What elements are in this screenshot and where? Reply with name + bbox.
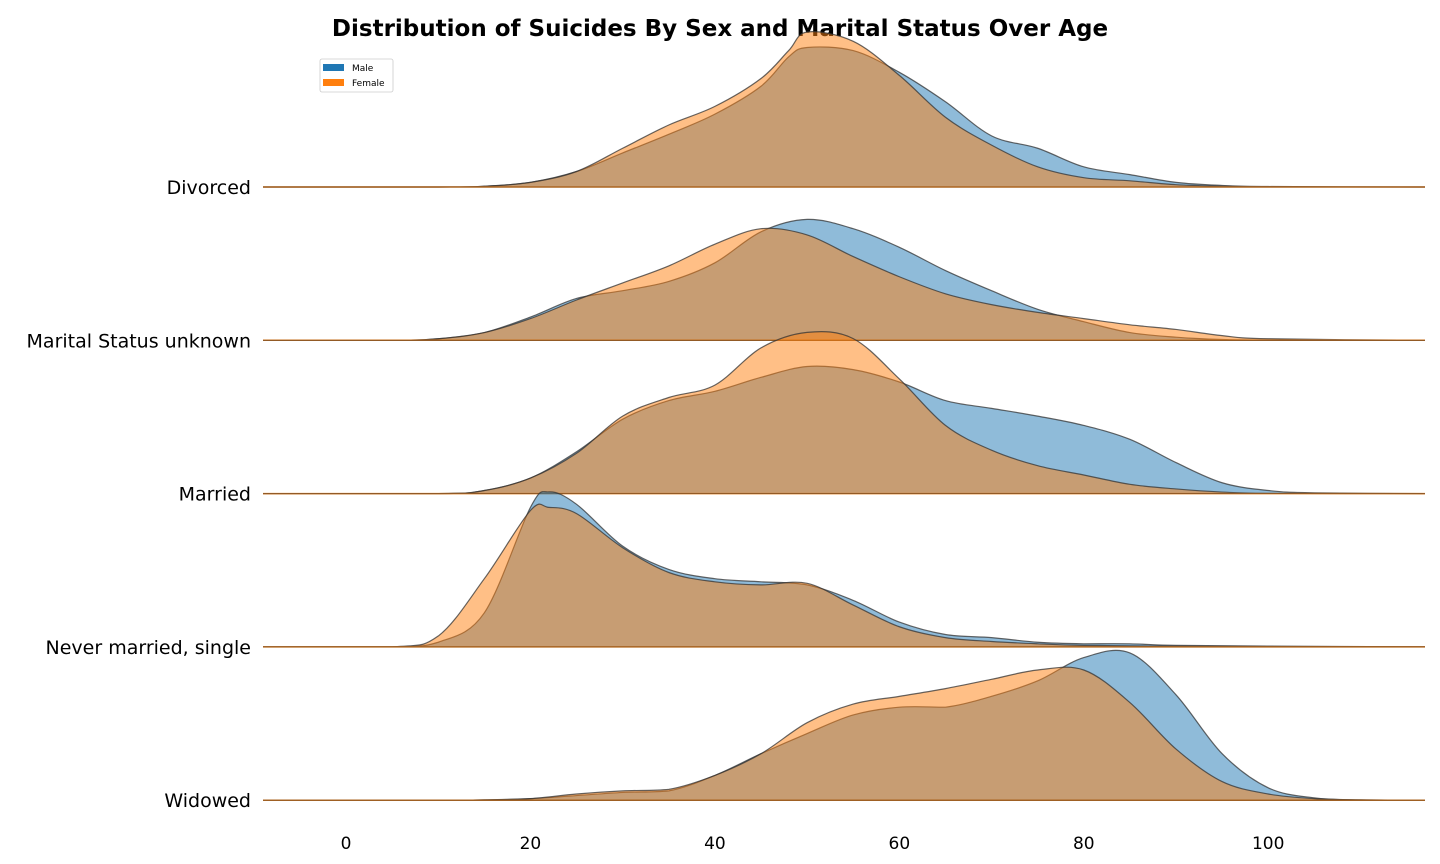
ridge-row-married: Married: [179, 331, 1426, 506]
ridge-row-marital-status-unknown: Marital Status unknown: [27, 218, 1426, 352]
ridge-row-never-married-single: Never married, single: [46, 491, 1426, 659]
legend-swatch-female: [323, 79, 344, 86]
density-line-female: [262, 31, 1426, 188]
ridge-row-divorced: Divorced: [167, 31, 1426, 199]
x-tick-label: 100: [1252, 834, 1284, 854]
x-tick-label: 60: [889, 834, 911, 854]
row-label-never-married-single: Never married, single: [46, 637, 251, 659]
x-tick-label: 20: [520, 834, 542, 854]
density-area-female: [263, 228, 1425, 341]
legend-label-male: Male: [352, 64, 374, 74]
density-line-female: [263, 666, 1426, 801]
row-label-married: Married: [179, 484, 251, 506]
density-line-female: [262, 227, 1426, 341]
density-area-female: [263, 331, 1425, 494]
chart-title: Distribution of Suicides By Sex and Mari…: [332, 16, 1108, 42]
density-line-female: [263, 503, 1426, 648]
legend: Male Female: [319, 58, 394, 93]
density-area-female: [263, 31, 1425, 188]
ridges-group: Divorced Marital Status unknown Married Nev…: [27, 31, 1426, 812]
x-axis: 0 20 40 60 80 100: [341, 834, 1285, 854]
density-area-female: [263, 667, 1425, 801]
density-line-female: [262, 331, 1426, 495]
x-tick-label: 80: [1073, 834, 1095, 854]
legend-label-female: Female: [352, 79, 385, 89]
density-area-female: [263, 504, 1425, 647]
row-label-widowed: Widowed: [164, 790, 251, 812]
row-label-divorced: Divorced: [167, 177, 251, 199]
row-label-marital-status-unknown: Marital Status unknown: [27, 330, 251, 352]
ridge-row-widowed: Widowed: [164, 649, 1426, 812]
legend-swatch-male: [323, 64, 344, 71]
x-tick-label: 0: [341, 834, 352, 854]
x-tick-label: 40: [704, 834, 726, 854]
